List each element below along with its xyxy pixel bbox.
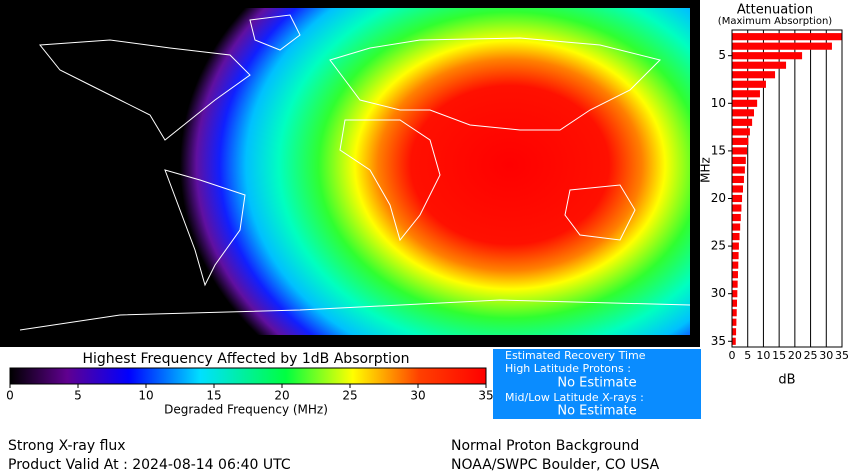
bar xyxy=(732,42,832,50)
y-axis-label: MHz xyxy=(699,157,713,183)
bar xyxy=(732,80,766,88)
x-tick-label: 10 xyxy=(756,349,770,362)
bar xyxy=(732,309,737,317)
colorbar xyxy=(9,367,487,385)
bar xyxy=(732,280,738,288)
bar xyxy=(732,290,738,298)
bar xyxy=(732,33,842,41)
map xyxy=(10,8,690,335)
bar xyxy=(732,223,741,231)
bar xyxy=(732,194,743,203)
recovery-low-value: No Estimate xyxy=(557,404,636,419)
bar xyxy=(732,99,758,107)
colorbar-tick-label: 35 xyxy=(478,389,493,403)
absorption-field xyxy=(10,8,690,335)
bar xyxy=(732,337,736,345)
bar xyxy=(732,109,754,117)
recovery-box xyxy=(493,349,701,419)
bar xyxy=(732,252,739,260)
x-tick-label: 15 xyxy=(772,349,786,362)
bar xyxy=(732,318,737,326)
bar xyxy=(732,261,739,269)
x-axis-label: dB xyxy=(778,373,795,388)
x-tick-label: 5 xyxy=(744,349,751,362)
bar xyxy=(732,242,739,250)
bar xyxy=(732,299,738,307)
recovery-title: Estimated Recovery Time xyxy=(505,349,646,362)
bar xyxy=(732,271,738,279)
chart-title: Attenuation xyxy=(737,3,813,18)
plot-frame xyxy=(731,29,843,348)
bar xyxy=(732,61,787,69)
colorbar-tick-label: 15 xyxy=(206,389,221,403)
y-tick-label: 20 xyxy=(711,191,726,205)
bar xyxy=(732,204,742,212)
footer-right-1: Normal Proton Background xyxy=(451,438,639,454)
x-tick-label: 30 xyxy=(819,349,833,362)
colorbar-xlabel: Degraded Frequency (MHz) xyxy=(164,403,328,417)
bar xyxy=(732,156,746,164)
bar xyxy=(732,137,749,145)
bar xyxy=(732,52,803,60)
bar xyxy=(732,71,776,79)
footer-right-2: NOAA/SWPC Boulder, CO USA xyxy=(451,457,660,473)
x-tick-label: 0 xyxy=(729,349,736,362)
footer-left-2: Product Valid At : 2024-08-14 06:40 UTC xyxy=(8,457,291,473)
colorbar-tick-label: 30 xyxy=(410,389,425,403)
coastlines xyxy=(19,14,690,331)
bar xyxy=(732,90,760,98)
bar xyxy=(732,213,741,222)
bar xyxy=(732,185,743,193)
chart-subtitle: (Maximum Absorption) xyxy=(718,16,832,27)
y-tick-label: 15 xyxy=(711,143,726,157)
bar xyxy=(732,147,748,155)
colorbar-tick-label: 20 xyxy=(274,389,289,403)
bar xyxy=(732,166,745,174)
y-tick-label: 25 xyxy=(711,239,726,253)
colorbar-tick-label: 10 xyxy=(138,389,153,403)
bar xyxy=(732,233,740,241)
colorbar-tick-label: 5 xyxy=(74,389,82,403)
x-tick-label: 20 xyxy=(788,349,802,362)
y-tick-label: 30 xyxy=(711,286,726,300)
bar xyxy=(732,328,737,336)
x-tick-label: 35 xyxy=(835,349,849,362)
colorbar-tick-label: 25 xyxy=(342,389,357,403)
colorbar-tick-label: 0 xyxy=(6,389,14,403)
bar xyxy=(732,128,750,136)
bar xyxy=(732,118,753,126)
recovery-low-label: Mid/Low Latitude X-rays : xyxy=(505,391,644,404)
colorbar-title: Highest Frequency Affected by 1dB Absorp… xyxy=(82,351,409,367)
recovery-high-value: No Estimate xyxy=(557,376,636,391)
x-tick-label: 25 xyxy=(804,349,818,362)
y-tick-label: 5 xyxy=(718,48,726,62)
y-tick-label: 10 xyxy=(711,96,726,110)
bar xyxy=(732,175,744,184)
recovery-high-label: High Latitude Protons : xyxy=(505,362,631,375)
footer-left-1: Strong X-ray flux xyxy=(8,438,126,454)
y-tick-label: 35 xyxy=(711,334,726,348)
